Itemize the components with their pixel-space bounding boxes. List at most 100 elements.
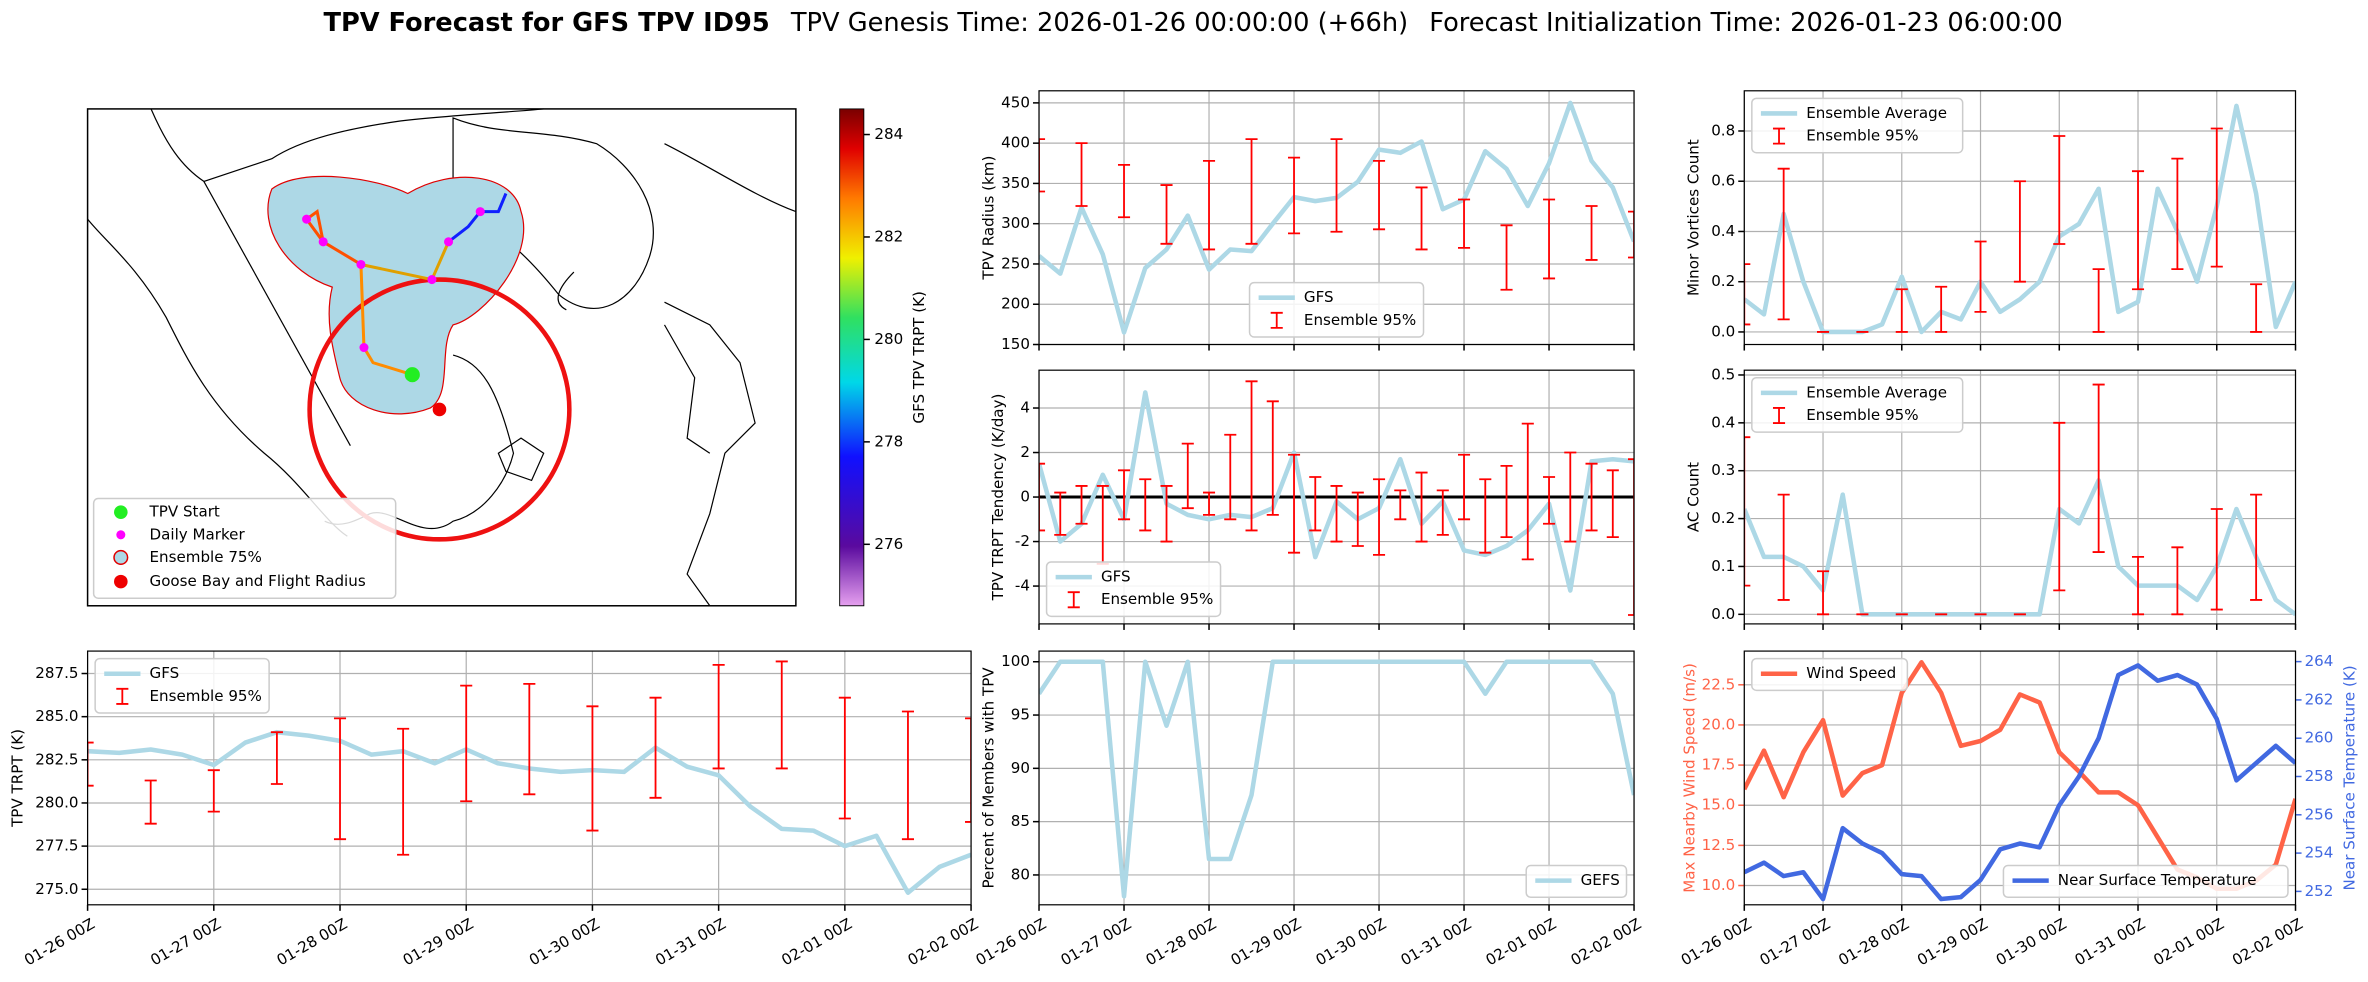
- title-name: TPV Forecast for GFS TPV ID95: [323, 7, 769, 37]
- error-bar: [1415, 471, 1428, 543]
- error-bar: [1160, 485, 1173, 543]
- y-tick-label: 0: [1020, 488, 1030, 506]
- y-tick-label: 17.5: [1702, 756, 1736, 774]
- legend-marker: [114, 574, 128, 589]
- y-tick-label: 20.0: [1702, 715, 1736, 733]
- error-bar: [270, 731, 283, 785]
- colorbar: [839, 108, 865, 607]
- legend-label: Daily Marker: [150, 525, 246, 543]
- legend-swatch: [1067, 591, 1080, 609]
- error-bar: [1330, 138, 1343, 233]
- y-tick-label: 10.0: [1702, 876, 1736, 894]
- legend-label: Ensemble Average: [1806, 104, 1947, 122]
- y-tick-label: 287.5: [35, 664, 78, 682]
- legend-label: Ensemble Average: [1806, 383, 1947, 401]
- error-bar: [1500, 464, 1513, 539]
- error-bar: [1245, 380, 1258, 532]
- y-tick-label: 200: [1001, 295, 1030, 313]
- x-tick-label: 01-31 00Z: [2072, 915, 2149, 970]
- y-tick-label: 0.2: [1711, 509, 1735, 527]
- y-tick-label: 15.0: [1702, 796, 1736, 814]
- y-tick-label: 275.0: [35, 880, 78, 898]
- legend-label: TPV Start: [149, 503, 220, 521]
- y-tick-label: 250: [1001, 254, 1030, 272]
- error-bar: [333, 717, 347, 841]
- map: TPV Start Daily Marker Ensemble 75% Goos…: [86, 108, 865, 607]
- y-axis-label: AC Count: [1685, 462, 1703, 532]
- x-tick-label: 02-02 00Z: [1568, 915, 1645, 970]
- y-axis-label: Percent of Members with TPV: [979, 667, 997, 889]
- error-bar: [1585, 462, 1598, 532]
- error-bar: [1139, 478, 1152, 532]
- x-tick-label: 02-02 00Z: [2229, 915, 2306, 970]
- y-tick-label: 350: [1001, 174, 1030, 192]
- y-tick-label: 300: [1001, 214, 1030, 232]
- y-tick-label: 0.1: [1711, 557, 1735, 575]
- error-bar: [1245, 138, 1258, 245]
- error-bar: [712, 663, 725, 770]
- legend-label: Ensemble 95%: [1806, 406, 1918, 424]
- error-bar: [1075, 142, 1088, 207]
- x-tick-label: 02-01 00Z: [2150, 915, 2227, 970]
- error-bar: [1224, 433, 1237, 521]
- legend-swatch: [1270, 311, 1283, 329]
- error-bar: [2092, 268, 2105, 333]
- legend-marker: [116, 530, 126, 540]
- error-bar: [1039, 462, 1046, 532]
- y2-tick-label: 254: [2305, 844, 2334, 862]
- x-tick-label: 01-26 00Z: [1678, 915, 1755, 970]
- y-axis-label: Minor Vortices Count: [1685, 139, 1703, 296]
- error-bar: [2210, 127, 2223, 268]
- error-bar: [1521, 422, 1534, 561]
- plot-area: [1744, 103, 2296, 335]
- error-bar: [1181, 442, 1194, 510]
- error-bar: [1436, 489, 1449, 536]
- error-bar: [965, 717, 972, 823]
- error-bar: [1330, 485, 1343, 543]
- x-tick-label: 01-26 00Z: [21, 915, 98, 970]
- y-tick-label: 2: [1020, 443, 1030, 461]
- y-tick-label: 80: [1011, 865, 1030, 883]
- error-bar: [1974, 240, 1987, 313]
- legend-label: Goose Bay and Flight Radius: [150, 572, 366, 590]
- error-bar: [2131, 170, 2145, 291]
- error-bar: [1542, 198, 1556, 280]
- series-line: [1744, 663, 2296, 902]
- error-bar: [2092, 383, 2105, 553]
- legend-swatch: [1772, 127, 1786, 145]
- ensemble-75-region: [267, 175, 525, 415]
- y-tick-label: 400: [1001, 134, 1030, 152]
- error-bar: [1117, 163, 1131, 219]
- error-bar: [901, 710, 914, 841]
- y2-tick-label: 264: [2305, 652, 2334, 670]
- y2-tick-label: 258: [2305, 767, 2334, 785]
- axes-frame: [1743, 90, 2297, 346]
- legend-label: GFS: [1101, 568, 1131, 586]
- x-tick-label: 01-30 00Z: [1993, 915, 2070, 970]
- x-tick-label: 01-28 00Z: [1835, 915, 1912, 970]
- error-bar: [1372, 478, 1386, 556]
- axes-frame: [1743, 650, 2297, 906]
- error-bar: [1585, 205, 1598, 261]
- x-tick-label: 01-29 00Z: [400, 915, 477, 970]
- error-bar: [1744, 263, 1751, 326]
- y-tick-label: 0.0: [1711, 605, 1735, 623]
- y-tick-label: 285.0: [35, 707, 78, 725]
- series-line: [1744, 478, 2296, 617]
- flight-radius: [307, 277, 572, 542]
- y-tick-label: 0.8: [1711, 121, 1735, 139]
- error-bar: [2171, 157, 2184, 271]
- axes-frame: [86, 650, 972, 906]
- error-bar: [1628, 458, 1635, 616]
- y-tick-label: 450: [1001, 93, 1030, 111]
- error-bar: [2053, 421, 2066, 592]
- y2-tick-label: 262: [2305, 690, 2334, 708]
- goose-bay: [432, 402, 447, 417]
- plot-area: [1039, 659, 1635, 899]
- legend-label: Ensemble 95%: [150, 687, 262, 705]
- y-axis-label: TPV Radius (km): [979, 156, 997, 281]
- x-tick-label: 01-28 00Z: [274, 915, 351, 970]
- y-tick-label: 100: [1001, 652, 1030, 670]
- legend-label: GFS: [150, 664, 180, 682]
- error-bar: [1542, 476, 1556, 525]
